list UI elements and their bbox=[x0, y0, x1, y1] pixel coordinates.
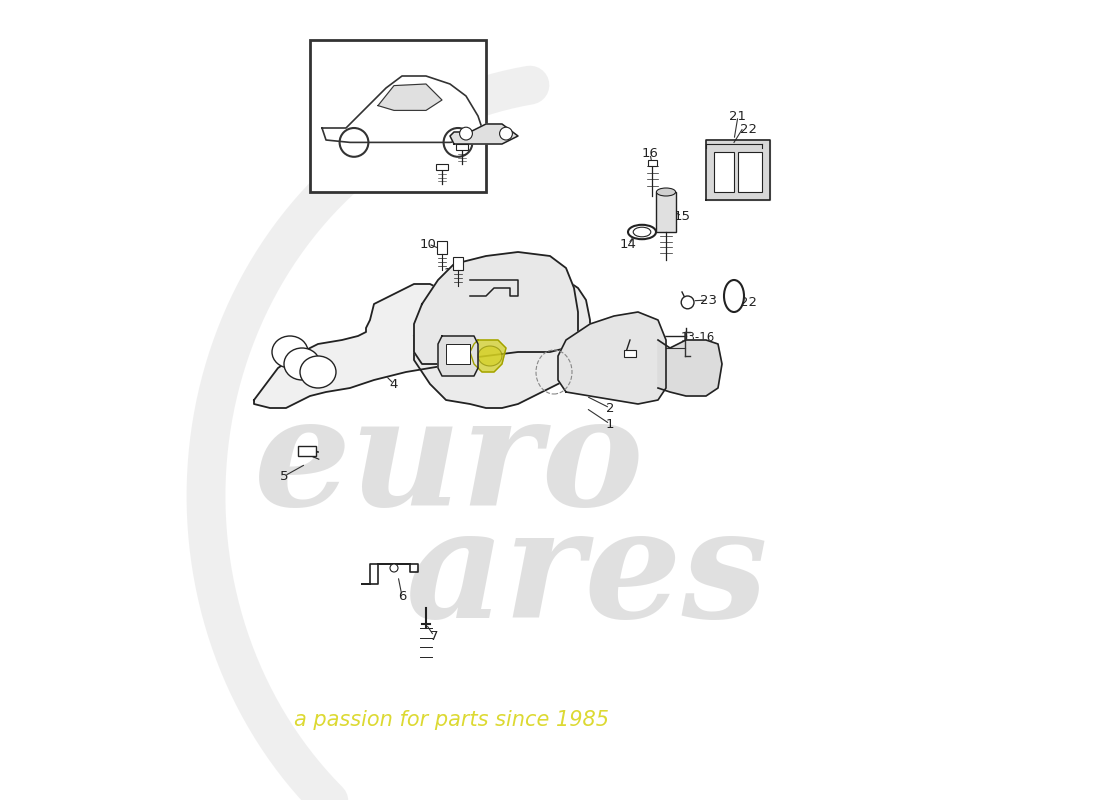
Text: 19: 19 bbox=[444, 159, 461, 172]
Polygon shape bbox=[470, 340, 506, 372]
Polygon shape bbox=[322, 76, 482, 142]
Text: 14: 14 bbox=[620, 238, 637, 250]
Text: 13-16: 13-16 bbox=[681, 331, 715, 344]
Bar bbox=[456, 144, 468, 150]
Text: 17: 17 bbox=[621, 355, 638, 368]
Text: 4: 4 bbox=[389, 378, 398, 390]
Bar bbox=[310, 40, 486, 192]
Polygon shape bbox=[706, 140, 770, 200]
Text: 2: 2 bbox=[606, 402, 614, 414]
Text: 10: 10 bbox=[420, 238, 437, 250]
Bar bbox=[298, 446, 316, 456]
Bar bbox=[657, 192, 675, 232]
Text: 6: 6 bbox=[398, 590, 406, 602]
Polygon shape bbox=[414, 276, 590, 408]
Text: 8: 8 bbox=[425, 334, 432, 346]
Text: 20: 20 bbox=[424, 182, 440, 194]
Circle shape bbox=[499, 127, 513, 140]
Text: 12: 12 bbox=[690, 347, 706, 360]
Ellipse shape bbox=[478, 346, 502, 366]
Text: a passion for parts since 1985: a passion for parts since 1985 bbox=[294, 710, 609, 730]
Ellipse shape bbox=[272, 336, 308, 368]
Circle shape bbox=[681, 296, 694, 309]
Text: 21: 21 bbox=[729, 110, 747, 122]
Bar bbox=[453, 257, 463, 270]
Text: 7: 7 bbox=[430, 630, 438, 642]
Bar bbox=[437, 164, 448, 170]
Polygon shape bbox=[254, 284, 486, 408]
Ellipse shape bbox=[628, 225, 656, 239]
Bar bbox=[738, 152, 762, 192]
Text: 9: 9 bbox=[494, 254, 503, 266]
Bar bbox=[624, 350, 637, 357]
Polygon shape bbox=[414, 252, 578, 364]
Text: 11: 11 bbox=[444, 267, 461, 280]
Polygon shape bbox=[450, 124, 518, 144]
Polygon shape bbox=[438, 336, 478, 376]
Circle shape bbox=[390, 564, 398, 572]
Text: euro: euro bbox=[254, 390, 645, 538]
Text: 23: 23 bbox=[700, 294, 717, 306]
Text: 18: 18 bbox=[458, 126, 474, 138]
Ellipse shape bbox=[634, 227, 651, 237]
Bar bbox=[446, 344, 470, 364]
Ellipse shape bbox=[724, 280, 744, 312]
Bar bbox=[437, 241, 447, 254]
Polygon shape bbox=[378, 84, 442, 110]
Bar bbox=[714, 152, 734, 192]
Text: 15: 15 bbox=[673, 210, 691, 222]
Text: 5: 5 bbox=[280, 470, 288, 482]
Text: 22: 22 bbox=[740, 123, 757, 136]
Text: 1: 1 bbox=[606, 418, 614, 430]
Text: ares: ares bbox=[406, 502, 769, 650]
Text: 22: 22 bbox=[740, 296, 757, 309]
Ellipse shape bbox=[284, 348, 320, 380]
Text: 3: 3 bbox=[606, 382, 614, 394]
Ellipse shape bbox=[657, 188, 675, 196]
Text: 13: 13 bbox=[514, 347, 530, 360]
Polygon shape bbox=[558, 312, 666, 404]
Bar bbox=[648, 160, 657, 166]
Text: 16: 16 bbox=[641, 147, 659, 160]
Ellipse shape bbox=[300, 356, 336, 388]
Circle shape bbox=[460, 127, 472, 140]
Polygon shape bbox=[658, 340, 722, 396]
